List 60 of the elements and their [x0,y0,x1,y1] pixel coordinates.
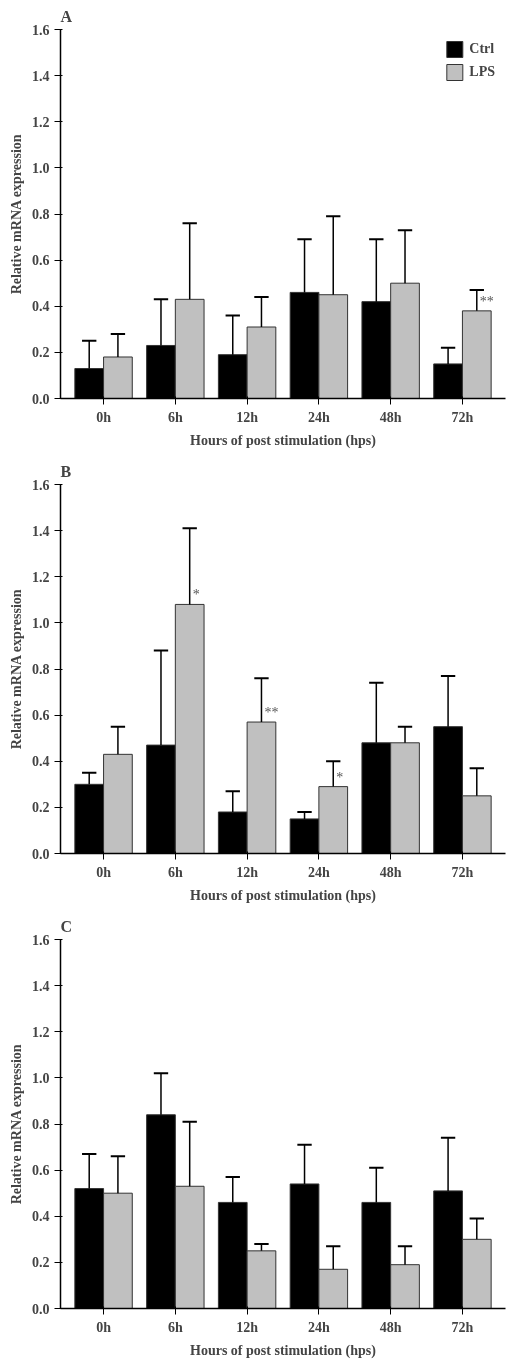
y-tick-label: 0.2 [32,800,50,816]
y-tick-label: 1.0 [32,615,50,631]
y-tick-label: 1.4 [32,68,50,84]
y-tick-label: 1.6 [32,477,50,493]
y-tick-label: 0.4 [32,1209,50,1225]
x-tick-label: 24h [307,409,330,425]
data-label: ** [264,705,279,721]
y-tick-label: 1.2 [32,114,50,130]
y-tick-label: 1.2 [32,569,50,585]
data-label: ** [479,293,494,309]
x-tick-label: 12h [236,409,259,425]
y-tick-label: 0.4 [32,299,50,315]
x-tick-label: 48h [379,1319,402,1335]
x-tick-label: 12h [236,864,259,880]
y-tick-label: 1.4 [32,523,50,539]
x-tick-label: 48h [379,864,402,880]
x-tick-label: 6h [167,864,183,880]
x-tick-label: 72h [451,864,474,880]
chart-title: B [60,462,72,480]
y-tick-label: 0.2 [32,1255,50,1271]
y-tick-label: 0.6 [32,253,50,269]
x-axis-title: Hours of post stimulation (hps) [190,432,377,449]
y-tick-label: 0.6 [32,708,50,724]
x-tick-label: 12h [236,1319,259,1335]
x-tick-label: 6h [167,1319,183,1335]
x-tick-label: 48h [379,409,402,425]
x-tick-label: 24h [307,1319,330,1335]
y-tick-label: 1.0 [32,1070,50,1086]
y-tick-label: 0.4 [32,754,50,770]
y-tick-label: 0.0 [32,1301,50,1317]
y-tick-label: 0.6 [32,1163,50,1179]
x-tick-label: 6h [167,409,183,425]
x-axis-title: Hours of post stimulation (hps) [190,1342,377,1359]
chart-title: A [60,7,73,25]
data-label: * [336,769,344,785]
x-tick-label: 0h [96,409,112,425]
y-tick-label: 1.0 [32,160,50,176]
y-axis-title: Relative mRNA expression [9,134,24,295]
y-tick-label: 0.2 [32,345,50,361]
legend-label: Ctrl [469,41,495,57]
x-tick-label: 72h [451,409,474,425]
y-tick-label: 0.0 [32,846,50,862]
legend-label: LPS [469,64,495,80]
y-tick-label: 1.2 [32,1024,50,1040]
x-tick-label: 0h [96,864,112,880]
y-tick-label: 0.8 [32,207,50,222]
y-axis-title: Relative mRNA expression [9,589,24,750]
y-axis-title: Relative mRNA expression [9,1044,24,1205]
x-tick-label: 72h [451,1319,474,1335]
y-tick-label: 0.0 [32,391,50,407]
chart-title: C [60,917,73,935]
y-tick-label: 1.6 [32,22,50,38]
y-tick-label: 1.6 [32,932,50,948]
x-tick-label: 24h [307,864,330,880]
x-tick-label: 0h [96,1319,112,1335]
data-label: * [192,587,200,603]
y-tick-label: 0.8 [32,662,50,677]
x-axis-title: Hours of post stimulation (hps) [190,887,377,904]
y-tick-label: 0.8 [32,1117,50,1132]
y-tick-label: 1.4 [32,978,50,994]
